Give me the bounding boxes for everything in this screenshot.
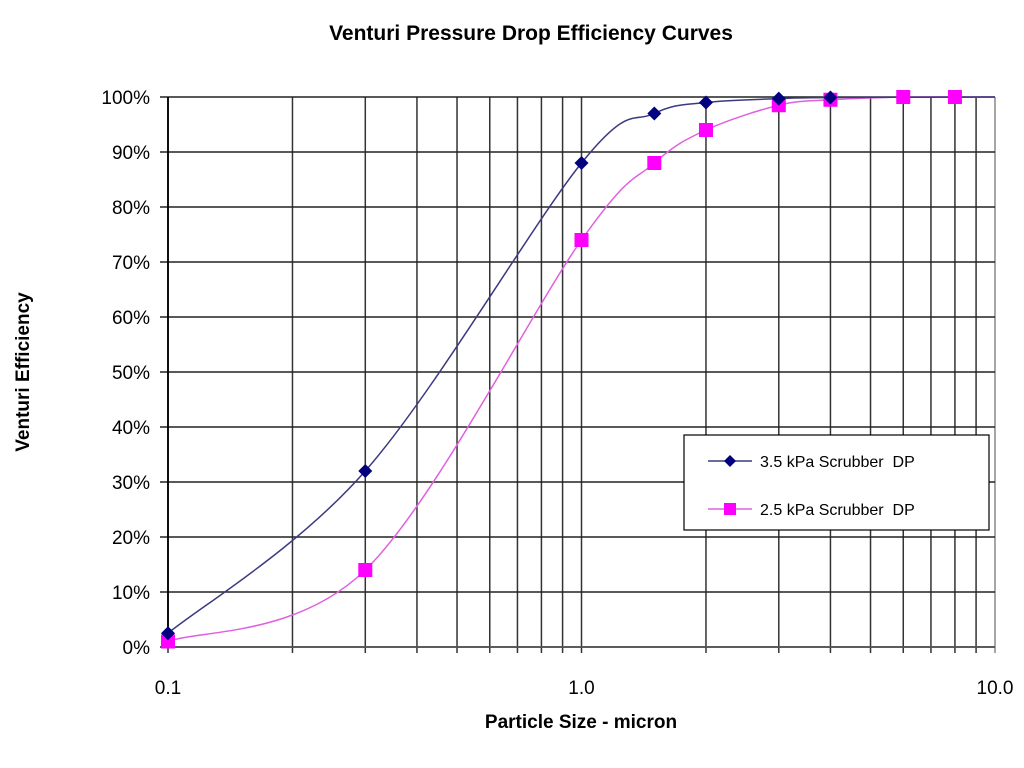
y-tick-label: 60% xyxy=(112,308,150,329)
data-point-marker xyxy=(161,626,175,641)
legend-marker-1 xyxy=(724,503,736,515)
data-point-marker xyxy=(698,123,713,137)
data-point-marker xyxy=(574,156,589,170)
data-point-marker xyxy=(698,95,713,110)
grid xyxy=(160,96,996,653)
x-tick-label: 0.1 xyxy=(155,678,181,699)
y-tick-label: 90% xyxy=(112,143,150,164)
data-point-marker xyxy=(574,233,589,247)
y-tick-label: 100% xyxy=(101,88,150,109)
y-tick-label: 0% xyxy=(123,638,151,659)
data-point-marker xyxy=(358,464,373,478)
data-point-marker xyxy=(947,90,962,104)
data-point-marker xyxy=(896,90,911,104)
series-group xyxy=(161,90,996,649)
y-tick-label: 70% xyxy=(112,253,150,274)
data-point-marker xyxy=(823,90,838,105)
data-point-marker xyxy=(358,563,373,577)
y-tick-label: 10% xyxy=(112,583,150,604)
x-tick-label: 10.0 xyxy=(977,678,1014,699)
y-tick-label: 50% xyxy=(112,363,150,384)
chart-title: Venturi Pressure Drop Efficiency Curves xyxy=(329,22,733,45)
data-point-marker xyxy=(771,91,786,106)
y-tick-label: 20% xyxy=(112,528,150,549)
y-axis-title: Venturi Efficiency xyxy=(13,292,34,452)
legend-label-0: 3.5 kPa Scrubber DP xyxy=(760,454,915,471)
series-line-0 xyxy=(167,96,996,634)
y-tick-label: 30% xyxy=(112,473,150,494)
legend: 3.5 kPa Scrubber DP 2.5 kPa Scrubber DP xyxy=(683,434,990,531)
data-point-marker xyxy=(161,634,175,649)
data-point-marker xyxy=(647,156,662,170)
data-point-marker xyxy=(647,106,662,121)
y-tick-label: 40% xyxy=(112,418,150,439)
tick-labels: 0% 10% 20% 30% 40% 50% 60% 70% 80% 90% 100% 0.1 1.0 1… xyxy=(101,88,1013,699)
x-axis-title: Particle Size - micron xyxy=(485,712,677,733)
x-tick-label: 1.0 xyxy=(568,678,594,699)
y-tick-label: 80% xyxy=(112,198,150,219)
legend-marker-0 xyxy=(724,455,736,467)
legend-label-1: 2.5 kPa Scrubber DP xyxy=(760,502,915,519)
